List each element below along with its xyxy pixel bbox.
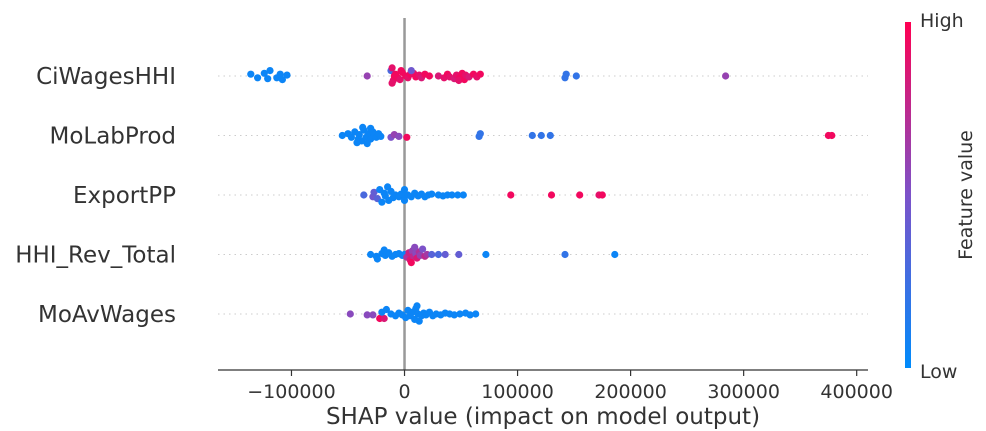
shap-point: [425, 72, 433, 80]
shap-point: [377, 132, 385, 140]
shap-point: [373, 255, 381, 263]
shap-point: [396, 76, 404, 84]
shap-point: [428, 250, 436, 259]
shap-point: [370, 188, 378, 196]
shap-point: [353, 139, 361, 147]
shap-point: [382, 305, 390, 314]
shap-point: [828, 131, 836, 140]
shap-point: [400, 196, 409, 204]
shap-point: [528, 131, 536, 140]
shap-point: [264, 75, 272, 83]
x-tick-label: −100000: [247, 381, 335, 403]
shap-point: [278, 76, 286, 84]
shap-point: [260, 69, 268, 77]
shap-point: [276, 70, 284, 78]
shap-point: [407, 259, 415, 267]
shap-point: [547, 191, 556, 199]
shap-point: [367, 250, 375, 259]
shap-point: [472, 310, 480, 318]
shap-point: [346, 310, 354, 318]
feature-labels: CiWagesHHI MoLabProd ExportPP HHI_Rev_Total…: [15, 64, 176, 328]
shap-point: [448, 191, 456, 199]
shap-point: [415, 317, 423, 325]
shap-point: [283, 71, 291, 79]
shap-point: [459, 191, 467, 199]
feature-label: MoAvWages: [38, 302, 176, 328]
feature-row-guides: [218, 75, 868, 315]
shap-point: [561, 250, 569, 259]
shap-point: [428, 190, 436, 198]
x-tick-label: 300000: [707, 381, 780, 403]
feature-label: MoLabProd: [49, 124, 176, 150]
shap-point: [360, 191, 368, 199]
shap-point: [419, 245, 427, 253]
shap-point: [380, 246, 388, 254]
colorbar: [905, 22, 911, 368]
shap-point: [359, 123, 367, 131]
shap-point: [388, 79, 396, 87]
shap-point: [434, 72, 442, 80]
shap-point: [466, 311, 474, 319]
shap-point: [722, 72, 730, 80]
x-axis-ticks: −100000 0 100000 200000 300000 400000: [247, 370, 893, 403]
shap-point: [254, 74, 262, 82]
x-tick-label: 0: [398, 381, 410, 403]
x-tick-label: 200000: [594, 381, 667, 403]
shap-points: [247, 64, 836, 325]
x-tick-label: 100000: [481, 381, 554, 403]
shap-point: [482, 250, 490, 259]
shap-point: [388, 64, 396, 72]
shap-point: [434, 250, 442, 259]
x-axis-title: SHAP value (impact on model output): [326, 404, 760, 430]
colorbar-title: Feature value: [955, 130, 977, 260]
shap-point: [338, 131, 346, 140]
colorbar-low-label: Low: [920, 361, 957, 383]
shap-point: [395, 132, 403, 140]
shap-point: [611, 250, 619, 259]
shap-point: [456, 310, 464, 318]
x-tick-label: 400000: [820, 381, 893, 403]
feature-label: CiWagesHHI: [36, 64, 176, 90]
shap-point: [562, 70, 570, 78]
shap-point: [413, 302, 421, 310]
shap-point: [441, 250, 449, 259]
shap-point: [266, 67, 274, 75]
shap-point: [455, 76, 463, 85]
shap-point: [476, 130, 484, 138]
colorbar-high-label: High: [920, 10, 964, 32]
shap-point: [363, 72, 371, 80]
shap-point: [455, 250, 463, 259]
shap-point: [598, 191, 606, 199]
shap-point: [363, 311, 371, 319]
shap-point: [537, 131, 545, 140]
shap-point: [363, 140, 371, 148]
shap-point: [378, 198, 386, 206]
shap-point: [507, 191, 515, 199]
shap-point: [407, 67, 415, 75]
shap-point: [476, 70, 484, 78]
shap-point: [390, 72, 398, 80]
shap-point: [397, 67, 405, 75]
shap-point: [400, 186, 409, 194]
shap-point: [450, 311, 458, 319]
shap-point: [355, 131, 363, 139]
shap-point: [411, 243, 419, 251]
shap-point: [347, 133, 355, 141]
shap-point: [454, 191, 462, 199]
shap-point: [576, 191, 584, 199]
shap-point: [380, 314, 388, 323]
shap-point: [546, 131, 554, 140]
shap-point: [247, 70, 255, 78]
feature-label: HHI_Rev_Total: [15, 243, 176, 269]
shap-point: [403, 133, 411, 141]
feature-label: ExportPP: [73, 183, 176, 209]
shap-point: [367, 124, 375, 132]
shap-point: [369, 311, 377, 319]
shap-point: [572, 72, 580, 80]
